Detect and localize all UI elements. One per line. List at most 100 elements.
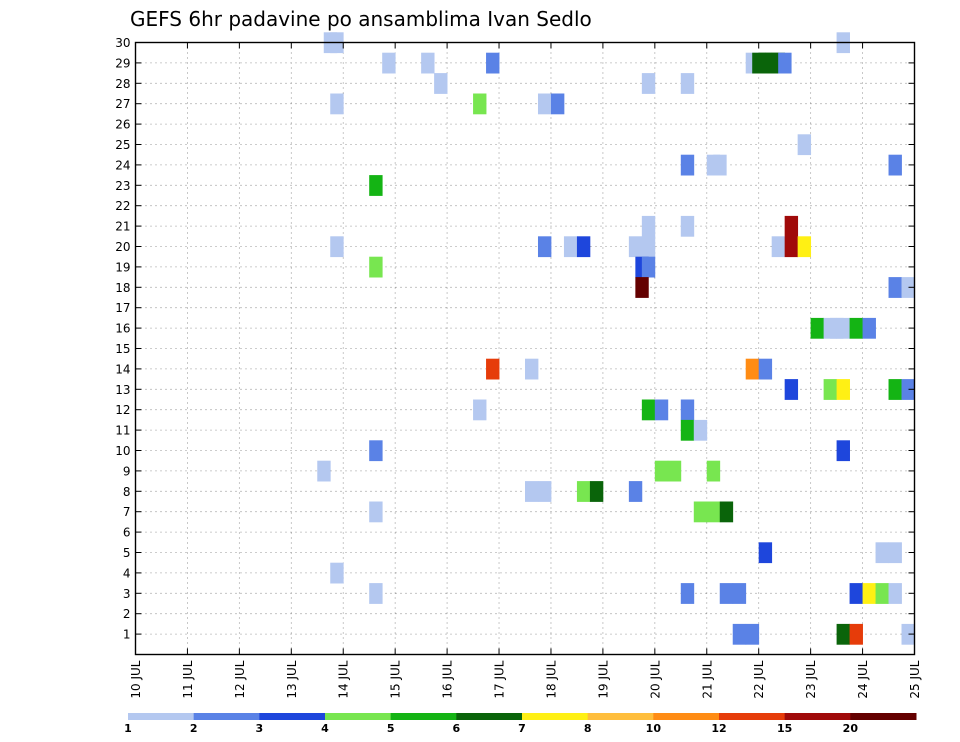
- data-cell: [888, 583, 902, 604]
- data-cell: [823, 379, 837, 400]
- y-tick-label: 12: [115, 403, 130, 417]
- y-tick-label: 6: [123, 526, 131, 540]
- data-cell: [758, 358, 773, 380]
- y-tick-label: 29: [115, 56, 130, 70]
- data-cell: [537, 236, 552, 258]
- y-tick-label: 13: [115, 383, 130, 397]
- data-cell: [330, 562, 344, 584]
- data-cell: [836, 317, 850, 339]
- y-tick-label: 16: [115, 322, 130, 336]
- data-cell: [836, 379, 850, 400]
- data-cell: [862, 317, 876, 339]
- colorbar-label: 8: [584, 722, 592, 735]
- x-tick-label: 15 JUL: [389, 660, 403, 698]
- data-cell: [369, 501, 383, 523]
- data-cell: [667, 460, 682, 482]
- data-cell: [317, 460, 331, 482]
- data-cell: [732, 623, 747, 645]
- x-tick-label: 25 JUL: [908, 660, 922, 698]
- y-tick-label: 27: [115, 97, 130, 111]
- data-cell: [888, 154, 902, 176]
- colorbar-label: 2: [190, 722, 198, 735]
- data-cell: [849, 623, 863, 645]
- data-cell: [628, 481, 643, 502]
- x-tick-label: 24 JUL: [856, 660, 870, 698]
- y-tick-label: 2: [123, 607, 131, 621]
- data-cell: [888, 542, 902, 564]
- data-cell: [713, 154, 727, 176]
- data-cell: [901, 277, 915, 298]
- data-cell: [836, 623, 850, 645]
- data-cell: [888, 277, 902, 298]
- data-cell: [641, 236, 656, 258]
- y-tick-label: 24: [115, 158, 130, 172]
- data-cell: [563, 236, 578, 258]
- data-cell: [719, 583, 734, 604]
- data-cell: [810, 317, 825, 339]
- y-tick-label: 22: [115, 199, 130, 213]
- chart-title: GEFS 6hr padavine po ansamblima Ivan Sed…: [130, 7, 592, 31]
- y-tick-label: 17: [115, 301, 130, 315]
- data-cell: [537, 481, 552, 502]
- data-cell: [680, 399, 695, 421]
- data-cell: [862, 583, 876, 604]
- data-cell: [654, 399, 669, 421]
- data-cell: [473, 93, 487, 115]
- x-tick-label: 12 JUL: [233, 660, 247, 698]
- colorbar-label: 12: [711, 722, 726, 735]
- colorbar-swatch: [390, 713, 457, 720]
- y-tick-label: 18: [115, 281, 130, 295]
- x-tick-label: 10 JUL: [129, 660, 143, 698]
- colorbar-label: 1: [124, 722, 132, 735]
- data-cell: [875, 542, 889, 564]
- data-cell: [486, 52, 500, 74]
- y-tick-label: 15: [115, 342, 130, 356]
- y-tick-label: 28: [115, 77, 130, 91]
- x-tick-label: 19 JUL: [596, 660, 610, 698]
- y-tick-label: 1: [123, 628, 131, 642]
- data-cell: [550, 93, 565, 115]
- colorbar-swatch: [850, 713, 917, 720]
- y-tick-label: 20: [115, 240, 130, 254]
- data-cell: [641, 256, 656, 278]
- x-tick-label: 23 JUL: [804, 660, 818, 698]
- data-cell: [758, 542, 773, 564]
- colorbar-swatch: [522, 713, 589, 720]
- data-cell: [719, 501, 734, 523]
- x-tick-label: 18 JUL: [544, 660, 558, 698]
- y-tick-label: 9: [123, 464, 131, 478]
- data-cell: [421, 52, 435, 74]
- y-tick-label: 21: [115, 220, 130, 234]
- colorbar-swatch: [128, 713, 195, 720]
- data-cell: [641, 73, 656, 94]
- colorbar-swatch: [719, 713, 786, 720]
- data-cell: [778, 52, 792, 74]
- data-cell: [382, 52, 396, 74]
- data-cell: [706, 460, 721, 482]
- colorbar-swatch: [784, 713, 851, 720]
- colorbar-swatch: [259, 713, 326, 720]
- data-cell: [369, 256, 383, 278]
- y-tick-label: 23: [115, 179, 130, 193]
- data-cell: [745, 623, 760, 645]
- data-cell: [589, 481, 604, 502]
- data-cell: [486, 358, 500, 380]
- data-cell: [525, 358, 539, 380]
- colorbar-label: 3: [256, 722, 264, 735]
- data-cell: [473, 399, 487, 421]
- data-cell: [836, 440, 850, 462]
- y-tick-label: 26: [115, 118, 130, 132]
- x-tick-label: 16 JUL: [441, 660, 455, 698]
- y-tick-label: 14: [115, 362, 130, 376]
- y-tick-label: 19: [115, 260, 130, 274]
- data-cell: [654, 460, 669, 482]
- colorbar-label: 6: [453, 722, 461, 735]
- data-cell: [680, 73, 695, 94]
- data-cell: [537, 93, 552, 115]
- colorbar-swatch: [325, 713, 392, 720]
- data-cell: [525, 481, 539, 502]
- x-tick-label: 20 JUL: [648, 660, 662, 698]
- data-cell: [771, 236, 786, 258]
- x-tick-label: 22 JUL: [752, 660, 766, 698]
